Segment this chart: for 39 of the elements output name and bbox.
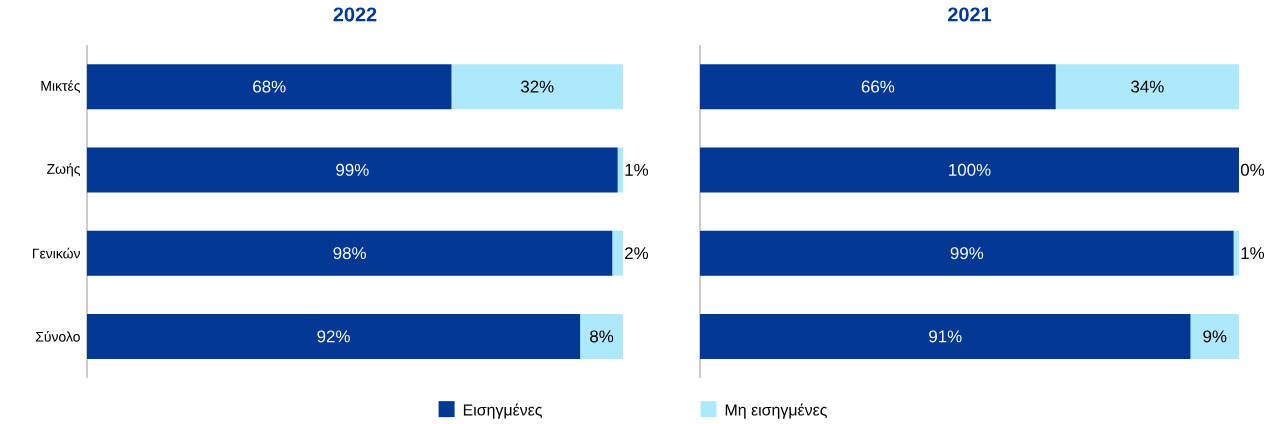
data-label: 98% — [333, 247, 366, 260]
data-label: 1% — [1241, 247, 1265, 260]
legend-label: Εισηγμένες — [463, 403, 542, 419]
bar — [1233, 230, 1240, 276]
y-tick-label: Γενικών — [32, 247, 80, 259]
chart-title: 2022 — [333, 7, 377, 22]
bar — [580, 313, 624, 359]
bar — [87, 147, 618, 193]
data-label: 32% — [520, 80, 554, 93]
data-label: 99% — [336, 163, 369, 176]
bar — [700, 64, 1056, 110]
bar — [451, 64, 624, 110]
bar — [700, 313, 1191, 359]
bar — [1055, 64, 1240, 110]
y-tick-label: Ζωής — [47, 163, 81, 177]
data-label: 66% — [861, 80, 895, 93]
y-tick-label: Μικτές — [41, 80, 81, 94]
data-label: 8% — [590, 330, 614, 343]
y-tick-label: Σύνολο — [35, 331, 80, 342]
bar — [1190, 313, 1240, 359]
data-label: 0% — [1240, 163, 1265, 176]
bar — [87, 64, 452, 110]
bar — [87, 230, 613, 276]
data-label: 1% — [625, 163, 649, 176]
bar — [612, 230, 624, 276]
data-label: 100% — [949, 163, 991, 176]
bar — [87, 313, 581, 359]
data-label: 9% — [1203, 330, 1227, 343]
bar — [700, 147, 1240, 193]
data-label: 2% — [625, 247, 649, 260]
data-label: 68% — [253, 80, 286, 93]
data-label: 99% — [950, 247, 984, 260]
chart-title: 2021 — [948, 7, 992, 22]
data-label: 91% — [929, 330, 962, 343]
data-label: 34% — [1131, 80, 1164, 93]
bar — [700, 230, 1234, 276]
data-label: 92% — [317, 330, 350, 343]
legend-label: Μη εισηγμένες — [725, 403, 827, 419]
bar — [617, 147, 624, 193]
